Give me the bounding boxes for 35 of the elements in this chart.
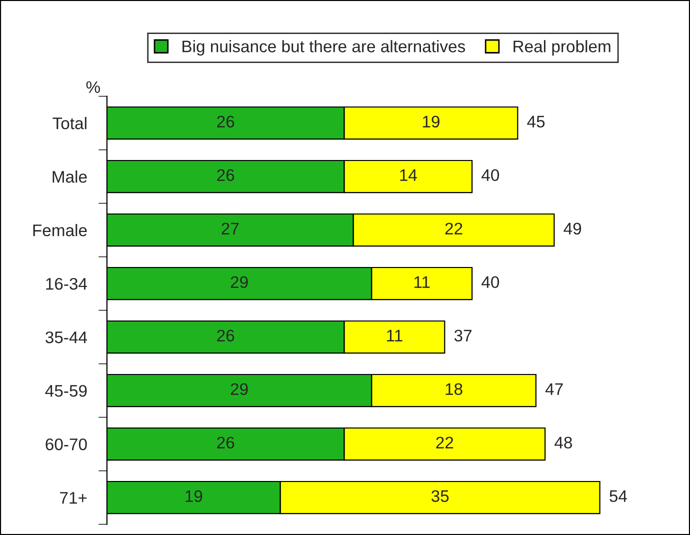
data-label: 11: [387, 330, 402, 342]
total-label: 37: [454, 330, 472, 342]
data-label: 19: [186, 490, 202, 502]
y-tick-label: Total: [52, 117, 86, 130]
data-label: 35: [431, 490, 449, 502]
y-tick-label: 60-70: [46, 438, 87, 450]
data-label: 22: [436, 436, 454, 448]
data-label: 29: [230, 383, 248, 396]
data-label: 26: [217, 436, 234, 449]
y-tick-label: 71+: [60, 492, 87, 504]
legend-label: Real problem: [514, 40, 610, 56]
data-label: 19: [422, 116, 440, 128]
data-label: 11: [414, 276, 430, 288]
y-tick-label: 35-44: [46, 331, 88, 344]
legend-label: Big nuisance but there are alternatives: [182, 40, 466, 56]
data-label: 26: [217, 169, 234, 182]
data-label: 18: [446, 383, 462, 396]
total-label: 49: [564, 222, 582, 235]
total-label: 48: [554, 436, 572, 449]
total-label: 47: [545, 383, 563, 395]
y-tick-label: Female: [33, 224, 87, 236]
total-label: 40: [482, 276, 500, 288]
data-label: 26: [217, 116, 234, 128]
y-tick-label: 16-34: [46, 278, 88, 290]
data-label: 22: [445, 222, 462, 234]
y-axis-title: %: [86, 81, 100, 93]
y-tick-label: Male: [52, 170, 87, 183]
data-label: 27: [222, 222, 239, 234]
y-tick-label: 45-59: [45, 384, 87, 397]
total-label: 40: [482, 169, 500, 182]
total-label: 54: [610, 490, 627, 502]
data-label: 14: [400, 169, 417, 181]
total-label: 45: [527, 116, 545, 128]
data-label: 29: [230, 276, 248, 288]
data-label: 26: [217, 330, 234, 342]
